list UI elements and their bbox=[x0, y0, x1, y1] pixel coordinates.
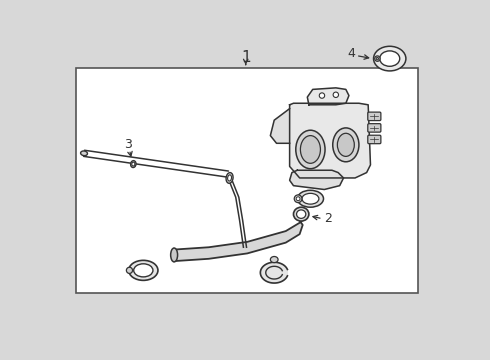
Circle shape bbox=[333, 92, 339, 98]
Polygon shape bbox=[270, 109, 290, 143]
Ellipse shape bbox=[376, 58, 379, 60]
Ellipse shape bbox=[228, 175, 231, 181]
Polygon shape bbox=[290, 103, 370, 178]
Polygon shape bbox=[290, 170, 343, 189]
Polygon shape bbox=[307, 88, 349, 105]
Ellipse shape bbox=[129, 260, 158, 280]
Text: 2: 2 bbox=[324, 212, 332, 225]
Ellipse shape bbox=[337, 133, 354, 156]
Ellipse shape bbox=[296, 130, 325, 169]
Ellipse shape bbox=[80, 151, 88, 156]
Polygon shape bbox=[260, 262, 288, 283]
Ellipse shape bbox=[294, 207, 309, 221]
Ellipse shape bbox=[296, 210, 306, 219]
FancyBboxPatch shape bbox=[368, 124, 381, 132]
Ellipse shape bbox=[300, 136, 320, 163]
Text: 3: 3 bbox=[124, 138, 132, 151]
Text: 1: 1 bbox=[241, 50, 250, 64]
Ellipse shape bbox=[296, 197, 300, 201]
Ellipse shape bbox=[126, 267, 133, 274]
Ellipse shape bbox=[380, 51, 400, 66]
Ellipse shape bbox=[333, 128, 359, 162]
Ellipse shape bbox=[375, 56, 380, 61]
Ellipse shape bbox=[302, 193, 319, 204]
Ellipse shape bbox=[131, 161, 136, 167]
Ellipse shape bbox=[297, 190, 323, 207]
Circle shape bbox=[319, 93, 325, 98]
Polygon shape bbox=[174, 209, 305, 261]
FancyBboxPatch shape bbox=[368, 112, 381, 121]
Ellipse shape bbox=[132, 162, 135, 166]
Text: 4: 4 bbox=[347, 48, 355, 60]
FancyBboxPatch shape bbox=[368, 135, 381, 144]
Ellipse shape bbox=[134, 264, 153, 277]
Ellipse shape bbox=[373, 46, 406, 71]
Ellipse shape bbox=[226, 172, 233, 183]
Bar bbox=[76, 68, 418, 293]
Ellipse shape bbox=[294, 195, 302, 203]
Ellipse shape bbox=[171, 248, 177, 262]
Ellipse shape bbox=[270, 256, 278, 263]
